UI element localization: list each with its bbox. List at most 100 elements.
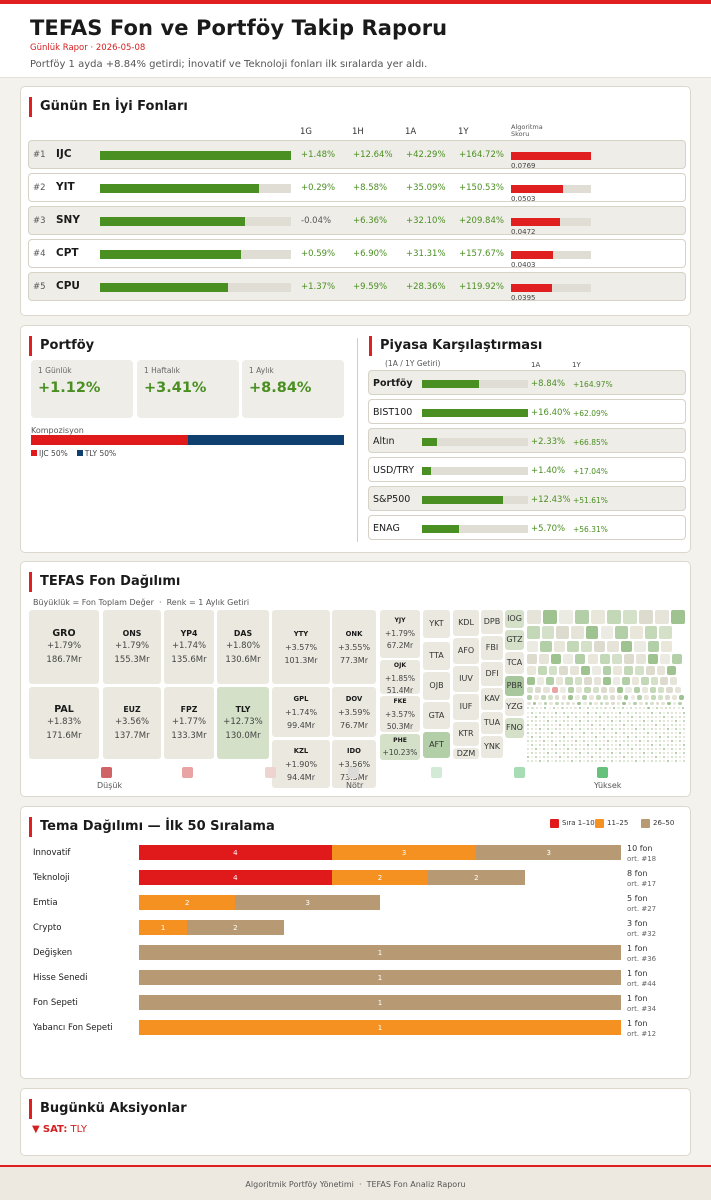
treemap-micro-tile	[551, 654, 562, 665]
report-description: Portföy 1 ayda +8.84% getirdi; İnovatif …	[30, 59, 428, 70]
market-bar	[422, 438, 528, 446]
treemap-tile-small[interactable]: DZM	[453, 748, 479, 759]
treemap-tile[interactable]: DOV +3.59% 76.7Mr	[332, 687, 376, 737]
treemap-tile-small[interactable]: TCA	[505, 652, 524, 674]
theme-count: 8 fon ort. #17	[627, 869, 656, 889]
treemap-micro-tile	[623, 711, 625, 714]
treemap-tile-small[interactable]: DFI	[481, 662, 503, 686]
treemap-micro-tile	[627, 719, 629, 722]
treemap-tile[interactable]: PHE +10.23%	[380, 734, 420, 760]
tile-return: +3.56%	[337, 759, 371, 769]
treemap-tile[interactable]: KZL +1.90% 94.4Mr	[272, 740, 330, 788]
treemap-tile-small[interactable]: IUF	[453, 694, 479, 720]
treemap-tile-small[interactable]: AFT	[423, 732, 450, 758]
treemap-tile-small[interactable]: KDL	[453, 610, 479, 636]
treemap-tile-small[interactable]: KTR	[453, 722, 479, 746]
treemap-micro-tile	[603, 739, 605, 742]
treemap-micro-tile	[547, 751, 549, 754]
theme-bar-segment: 3	[331, 845, 477, 860]
treemap-tile-small[interactable]: TUA	[481, 712, 503, 734]
treemap-micro-tile	[543, 747, 545, 750]
composition-legend-text: IJC 50%	[39, 449, 68, 458]
treemap-tile-small[interactable]: DPB	[481, 610, 503, 634]
fund-1g: +0.29%	[301, 183, 336, 193]
treemap-tile[interactable]: TLY +12.73% 130.0Mr	[217, 687, 269, 759]
treemap-tile[interactable]: GPL +1.74% 99.4Mr	[272, 687, 330, 737]
treemap-micro-tile	[643, 723, 645, 726]
treemap-micro-tile	[607, 747, 609, 750]
theme-legend-r-swatch	[550, 819, 559, 828]
treemap-micro-tile	[623, 727, 625, 730]
treemap-micro-tile	[639, 759, 641, 762]
treemap-tile-small[interactable]: FBI	[481, 636, 503, 660]
treemap-micro-tile	[607, 731, 609, 734]
theme-fund-count: 1 fon	[627, 944, 648, 953]
treemap-micro-tile	[607, 727, 609, 730]
treemap-tile[interactable]: YJY +1.79% 67.2Mr	[380, 610, 420, 658]
treemap-tile[interactable]: GRO +1.79% 186.7Mr	[29, 610, 99, 684]
treemap-tile[interactable]: EUZ +3.56% 137.7Mr	[103, 687, 161, 759]
treemap-micro-tile	[679, 747, 681, 750]
treemap-micro-tile	[663, 715, 665, 718]
treemap-micro-tile	[611, 711, 613, 714]
treemap-tile[interactable]: YP4 +1.74% 135.6Mr	[164, 610, 214, 684]
treemap-micro-tile	[639, 715, 641, 718]
treemap-micro-tile	[527, 640, 539, 653]
treemap-micro-tile	[599, 701, 604, 706]
treemap-tile-small[interactable]: AFO	[453, 638, 479, 664]
treemap-micro-tile	[667, 701, 671, 706]
treemap-micro-tile	[571, 759, 573, 762]
market-name: ENAG	[373, 523, 400, 534]
treemap-micro-tile	[567, 719, 569, 722]
treemap-tile-small[interactable]: FNO	[505, 718, 524, 738]
treemap-micro-tile	[575, 727, 577, 730]
treemap-tile-small[interactable]: IOG	[505, 610, 524, 628]
treemap-micro-tile	[591, 747, 593, 750]
treemap-tile-small[interactable]: PBR	[505, 676, 524, 696]
treemap-tile[interactable]: FKE +3.57% 50.3Mr	[380, 696, 420, 732]
treemap-tile-small[interactable]: TTA	[423, 642, 450, 670]
treemap-tile-small[interactable]: GTA	[423, 702, 450, 729]
treemap-micro-tile	[672, 654, 683, 665]
treemap-micro-tile	[591, 715, 593, 718]
theme-bar-segment: 4	[139, 870, 332, 885]
treemap-tile-small[interactable]: YZG	[505, 698, 524, 716]
treemap-micro-tile	[675, 727, 677, 730]
market-1a: +12.43%	[531, 495, 571, 505]
treemap-micro-tile	[603, 723, 605, 726]
fund-code: SNY	[56, 214, 80, 226]
treemap-micro-tile	[659, 755, 661, 758]
treemap-tile[interactable]: ONS +1.79% 155.3Mr	[103, 610, 161, 684]
market-title: Piyasa Karşılaştırması	[369, 336, 542, 356]
treemap-micro-tile	[663, 723, 665, 726]
treemap-tile-small[interactable]: YKT	[423, 610, 450, 638]
treemap-tile[interactable]: PAL +1.83% 171.6Mr	[29, 687, 99, 759]
treemap-micro-tile	[651, 707, 654, 710]
treemap-micro-tile	[559, 739, 561, 742]
treemap-tile-small[interactable]: OJB	[423, 672, 450, 700]
treemap-tile-small[interactable]: IUV	[453, 666, 479, 692]
treemap-tile[interactable]: DAS +1.80% 130.6Mr	[217, 610, 269, 684]
treemap-micro-tile	[556, 626, 570, 639]
treemap-tile-small[interactable]: YNK	[481, 736, 503, 758]
tile-size: 186.7Mr	[46, 654, 82, 665]
treemap-micro-tile	[527, 739, 529, 742]
treemap-tile[interactable]: YTY +3.57% 101.3Mr	[272, 610, 330, 684]
treemap-tile[interactable]: ONK +3.55% 77.3Mr	[332, 610, 376, 684]
treemap-micro-tile	[599, 747, 601, 750]
treemap-tile-small[interactable]: GTZ	[505, 630, 524, 650]
treemap-micro-tile	[671, 735, 673, 738]
treemap-tile[interactable]: FPZ +1.77% 133.3Mr	[164, 687, 214, 759]
theme-rank-bar: 1	[139, 945, 621, 960]
tile-size: 101.3Mr	[284, 655, 318, 665]
treemap-tile-small[interactable]: KAV	[481, 688, 503, 710]
treemap-micro-tile	[615, 751, 617, 754]
tile-size: 99.4Mr	[286, 720, 315, 730]
treemap-micro-tile	[631, 711, 633, 714]
treemap-tile[interactable]: OJK +1.85% 51.4Mr	[380, 660, 420, 694]
tile-size: 76.7Mr	[339, 720, 368, 730]
treemap-micro-tile	[567, 640, 579, 653]
subtitle-separator: ·	[90, 43, 96, 53]
treemap-micro-tile	[659, 747, 661, 750]
treemap-micro-tile	[631, 739, 633, 742]
